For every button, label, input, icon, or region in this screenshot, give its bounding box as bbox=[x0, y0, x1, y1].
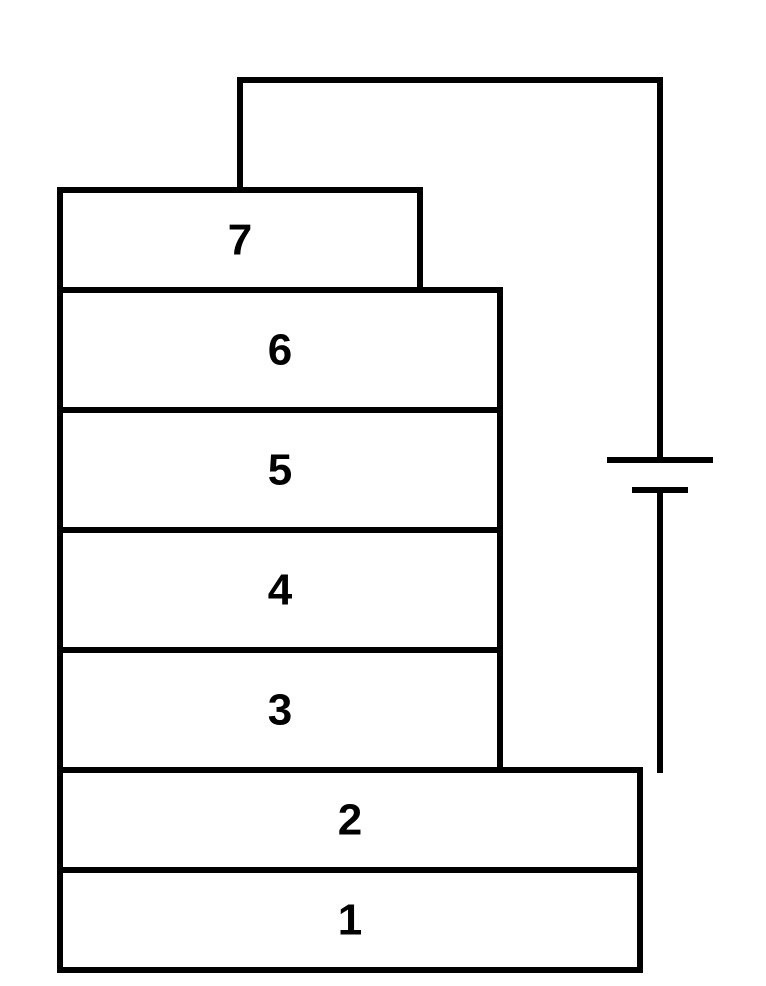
layer-stack-diagram: 1 2 3 4 5 6 7 bbox=[0, 0, 766, 986]
layer-5-label: 5 bbox=[268, 446, 292, 495]
layer-3-label: 3 bbox=[268, 686, 292, 735]
layer-6-label: 6 bbox=[268, 326, 292, 375]
layer-4-label: 4 bbox=[268, 566, 293, 615]
layer-1-label: 1 bbox=[338, 896, 362, 945]
layers-group: 1 2 3 4 5 6 7 bbox=[60, 190, 640, 970]
layer-2-label: 2 bbox=[338, 796, 362, 845]
layer-7-label: 7 bbox=[228, 216, 252, 265]
